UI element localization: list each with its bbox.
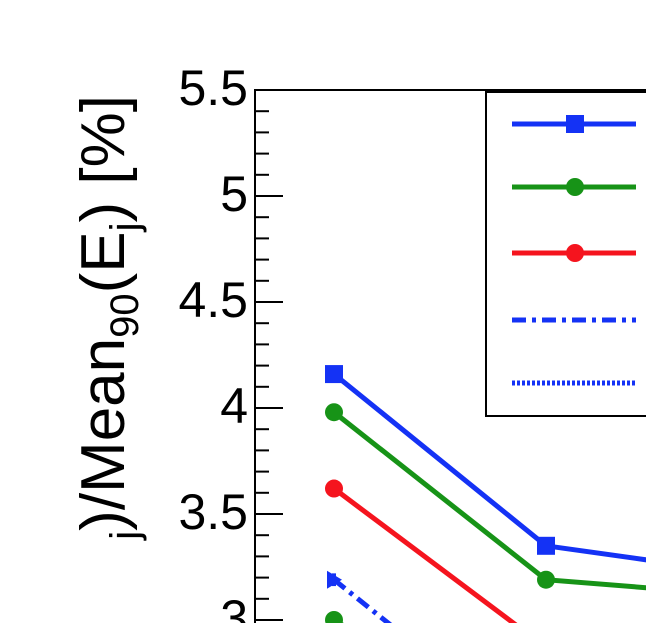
y-tick-label: 4 [220,378,248,434]
series-line [332,410,646,591]
data-point [325,479,343,498]
y-label-subscript: j [103,222,147,232]
data-point [327,570,342,589]
y-axis-label: j)/Mean90(Ej) [%] [69,95,147,541]
y-label-part: )/Mean [69,338,138,531]
legend-marker [566,178,584,196]
legend-marker [566,115,584,133]
y-label-subscript: j [103,531,147,541]
data-point [537,570,555,589]
y-label-part: (E [69,231,138,293]
series-line [332,486,518,623]
y-tick-label: 3.5 [178,484,248,540]
frame [254,89,646,623]
y-tick-label: 4.5 [178,272,248,328]
data-point [325,611,343,623]
y-tick-label: 5 [220,166,248,222]
y-tick-label: 5.5 [178,60,248,116]
data-point [537,536,555,555]
legend-marker [566,244,584,262]
y-label-part: ) [%] [69,95,138,222]
data-point [325,403,343,422]
y-label-subscript: 90 [103,293,147,338]
data-point [325,365,343,384]
y-tick-label: 3 [220,590,248,623]
